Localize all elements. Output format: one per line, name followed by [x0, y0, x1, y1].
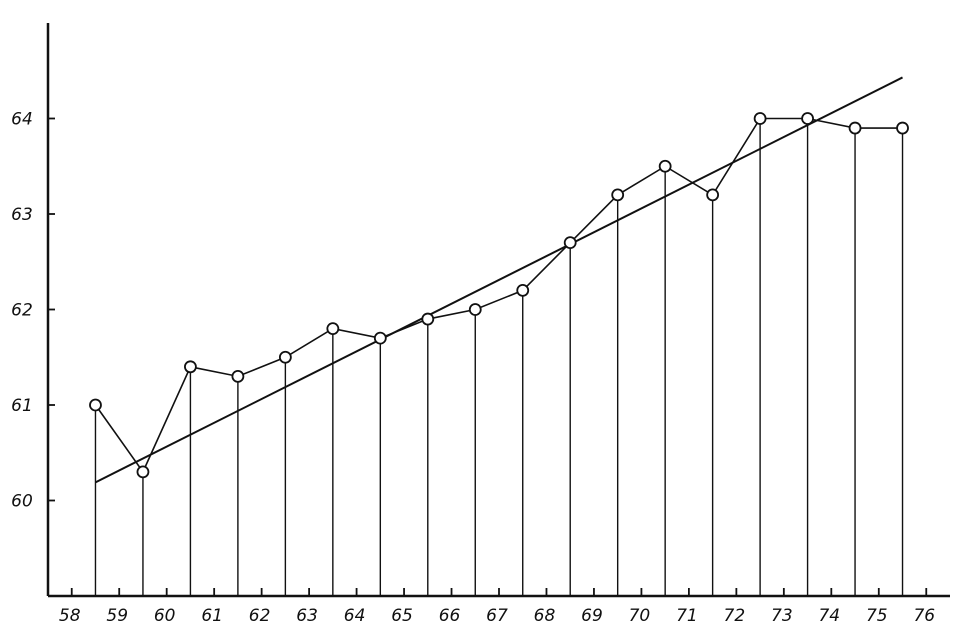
- data-point: [136, 465, 150, 479]
- x-tick-label: 69: [581, 606, 603, 626]
- drop-lines: [94, 118, 904, 596]
- trend-line: [95, 76, 903, 484]
- series-line-group: [94, 117, 903, 474]
- x-tick-label: 68: [534, 606, 556, 626]
- series-line: [94, 117, 903, 474]
- y-tick-label: 62: [11, 301, 33, 321]
- x-tick-label: 59: [106, 606, 128, 626]
- data-point: [373, 331, 387, 345]
- data-point: [801, 112, 814, 125]
- y-tick-label: 63: [11, 205, 33, 225]
- y-tick-label: 61: [11, 396, 33, 416]
- data-point: [753, 112, 767, 125]
- data-point: [278, 350, 292, 364]
- data-point: [89, 398, 102, 412]
- data-point: [896, 121, 909, 135]
- markers: [89, 112, 909, 479]
- x-tick-label: 76: [913, 606, 935, 626]
- data-point: [658, 159, 672, 173]
- y-tick-label: 60: [11, 492, 33, 512]
- x-tick-label: 74: [818, 606, 840, 626]
- x-tick-label: 61: [201, 606, 223, 626]
- x-tick-label: 67: [486, 606, 508, 626]
- x-tick-label: 64: [344, 606, 366, 626]
- data-point: [516, 283, 530, 297]
- x-tick-label: 63: [296, 606, 318, 626]
- data-point: [468, 303, 482, 316]
- data-point: [848, 121, 862, 135]
- x-tick-label: 75: [866, 606, 888, 626]
- x-tick-label: 72: [724, 606, 746, 626]
- data-point: [421, 312, 435, 326]
- x-tick-label: 60: [154, 606, 176, 626]
- trend-line-group: [95, 76, 903, 484]
- data-point: [231, 369, 245, 383]
- x-tick-label: 65: [391, 606, 413, 626]
- x-tick-label: 73: [771, 606, 793, 626]
- tick-labels: 58 59 60 61 62 63 64 65 66 67 68 69 70 71 72 73 74 75 76 60…: [11, 110, 935, 627]
- y-tick-label: 64: [11, 110, 33, 130]
- x-tick-label: 71: [676, 606, 698, 626]
- x-tick-label: 70: [629, 606, 651, 626]
- data-point: [563, 236, 577, 250]
- data-point: [706, 188, 720, 202]
- x-tick-label: 62: [249, 606, 271, 626]
- x-tick-label: 66: [439, 606, 461, 626]
- x-tick-label: 58: [59, 606, 81, 626]
- data-point: [611, 188, 625, 202]
- data-point: [326, 322, 340, 336]
- data-point: [184, 360, 197, 374]
- axes: [46, 23, 950, 598]
